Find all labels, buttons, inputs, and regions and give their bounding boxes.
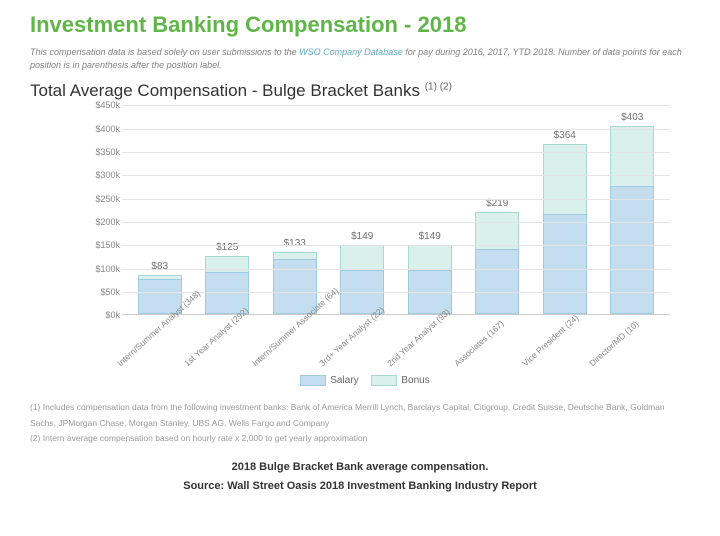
bar-total-label: $133 — [284, 238, 306, 249]
chart-title-text: Total Average Compensation - Bulge Brack… — [30, 81, 420, 100]
y-tick: $300k — [80, 170, 120, 180]
y-tick: $100k — [80, 264, 120, 274]
bar-segment-bonus — [340, 245, 384, 270]
grid-line — [122, 222, 670, 223]
bar-total-label: $364 — [554, 130, 576, 141]
grid-line — [122, 199, 670, 200]
bar-total-label: $219 — [486, 198, 508, 209]
bar-total-label: $83 — [151, 261, 168, 272]
bar-total-label: $149 — [419, 231, 441, 242]
grid-line — [122, 245, 670, 246]
footnote-2: (2) Intern average compensation based on… — [30, 431, 690, 446]
page-title: Investment Banking Compensation - 2018 — [30, 12, 690, 38]
bar-column: $149 — [400, 231, 460, 315]
bar-column: $403 — [602, 112, 662, 314]
chart-title-sup: (1) (2) — [425, 82, 452, 93]
y-tick: $0k — [80, 310, 120, 320]
subtitle: This compensation data is based solely o… — [30, 46, 690, 71]
bar-segment-bonus — [273, 252, 317, 259]
y-tick: $400k — [80, 124, 120, 134]
bar-segment-bonus — [543, 144, 587, 214]
caption-line-2: Source: Wall Street Oasis 2018 Investmen… — [30, 477, 690, 496]
bar-stack — [610, 126, 654, 314]
bar-segment-salary — [610, 186, 654, 314]
caption-line-1: 2018 Bulge Bracket Bank average compensa… — [30, 458, 690, 477]
bar-segment-bonus — [475, 212, 519, 249]
bar-column: $149 — [332, 231, 392, 315]
bar-stack — [340, 245, 384, 315]
y-tick: $450k — [80, 100, 120, 110]
compensation-chart: $0k $50k $100k $150k $200k $250k $300k $350k $40… — [80, 105, 670, 395]
bar-segment-bonus — [610, 126, 654, 186]
grid-line — [122, 152, 670, 153]
grid-line — [122, 175, 670, 176]
x-axis-labels: Intern/Summer Analyst (348)1st Year Anal… — [122, 315, 670, 395]
y-tick: $50k — [80, 287, 120, 297]
bar-group: $83 $125 $133 $149 $149 $219 $364 $403 — [122, 105, 670, 314]
bar-segment-salary — [543, 214, 587, 314]
bar-stack — [408, 245, 452, 315]
grid-line — [122, 269, 670, 270]
subtitle-pre: This compensation data is based solely o… — [30, 47, 299, 57]
plot-area: $83 $125 $133 $149 $149 $219 $364 $403 — [122, 105, 670, 315]
bar-total-label: $403 — [621, 112, 643, 123]
grid-line — [122, 292, 670, 293]
bar-segment-salary — [475, 249, 519, 314]
y-tick: $250k — [80, 194, 120, 204]
bar-segment-bonus — [408, 245, 452, 270]
y-tick: $350k — [80, 147, 120, 157]
grid-line — [122, 105, 670, 106]
bar-column: $125 — [197, 242, 257, 314]
bar-segment-bonus — [205, 256, 249, 272]
y-axis-ticks: $0k$50k$100k$150k$200k$250k$300k$350k$40… — [80, 105, 120, 315]
grid-line — [122, 129, 670, 130]
caption: 2018 Bulge Bracket Bank average compensa… — [30, 458, 690, 495]
bar-total-label: $125 — [216, 242, 238, 253]
bar-total-label: $149 — [351, 231, 373, 242]
wso-db-link[interactable]: WSO Company Database — [299, 47, 403, 57]
bar-stack — [475, 212, 519, 314]
y-tick: $200k — [80, 217, 120, 227]
chart-title: Total Average Compensation - Bulge Brack… — [30, 81, 690, 101]
y-tick: $150k — [80, 240, 120, 250]
bar-stack — [543, 144, 587, 314]
bar-column: $219 — [467, 198, 527, 314]
